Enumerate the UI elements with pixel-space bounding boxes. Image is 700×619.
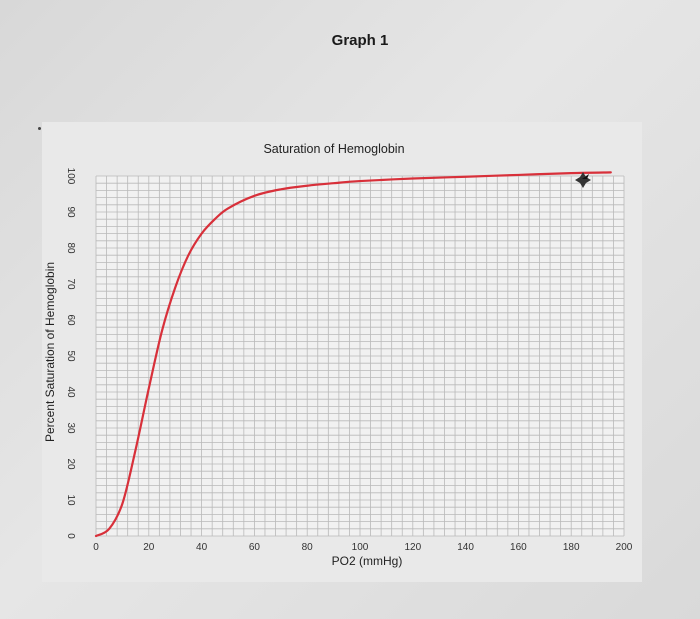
stray-mark [38, 127, 41, 130]
axes: 0 10 20 30 40 50 60 70 80 90 100 0 20 40 60 80 100 120 140… [65, 168, 633, 553]
y-tick-label: 70 [65, 278, 76, 290]
y-tick-label: 40 [65, 386, 76, 398]
x-tick-label: 200 [616, 542, 633, 553]
chart-title: Saturation of Hemoglobin [263, 142, 404, 156]
y-tick-label: 80 [65, 242, 76, 254]
x-tick-label: 140 [457, 542, 474, 553]
chart-text: Saturation of Hemoglobin PO2 (mmHg) Perc… [43, 142, 405, 568]
y-tick-label: 10 [65, 494, 76, 506]
x-tick-label: 100 [352, 542, 369, 553]
grid [95, 175, 625, 537]
page-heading: Graph 1 [331, 32, 389, 49]
x-tick-label: 80 [302, 542, 314, 553]
x-tick-label: 180 [563, 542, 580, 553]
saturation-chart: 0 10 20 30 40 50 60 70 80 90 100 0 20 40 60 80 100 120 140… [43, 142, 633, 568]
y-tick-label: 90 [65, 206, 76, 218]
y-tick-label: 30 [65, 422, 76, 434]
y-axis-label: Percent Saturation of Hemoglobin [43, 262, 57, 442]
x-tick-label: 40 [196, 542, 208, 553]
x-tick-label: 20 [143, 542, 155, 553]
y-tick-label: 100 [65, 168, 76, 185]
x-tick-label: 60 [249, 542, 261, 553]
y-tick-label: 50 [65, 350, 76, 362]
x-axis-label: PO2 (mmHg) [332, 554, 403, 568]
x-tick-label: 120 [404, 542, 421, 553]
y-tick-label: 0 [65, 533, 76, 539]
move-cursor-icon [575, 172, 591, 188]
series-line [94, 171, 612, 538]
chart-panel: 0 10 20 30 40 50 60 70 80 90 100 0 20 40 60 80 100 120 140… [42, 122, 642, 582]
y-tick-label: 60 [65, 314, 76, 326]
y-tick-label: 20 [65, 458, 76, 470]
x-tick-label: 160 [510, 542, 527, 553]
x-tick-label: 0 [93, 542, 99, 553]
series-layer [94, 171, 612, 538]
